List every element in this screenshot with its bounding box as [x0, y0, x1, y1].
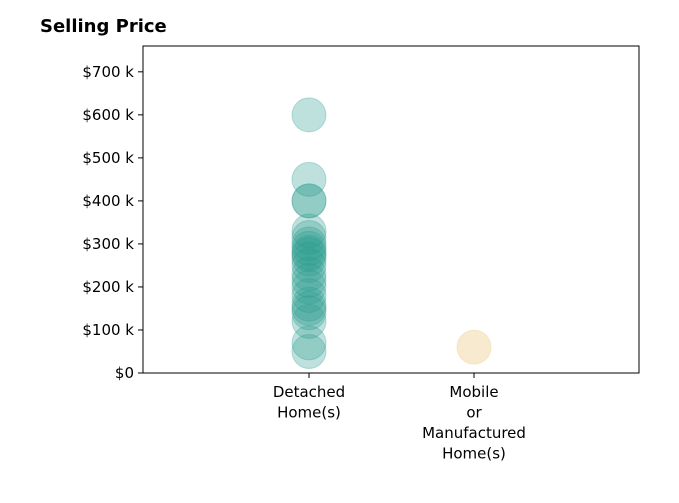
data-point [291, 241, 327, 277]
plot-frame [142, 45, 640, 374]
data-point [291, 183, 327, 219]
data-point [291, 290, 327, 326]
data-point [291, 161, 327, 197]
data-point [291, 235, 327, 271]
data-point [291, 333, 327, 369]
x-tick-label: Detached Home(s) [273, 383, 345, 422]
y-tick-label: $300 k [82, 235, 134, 253]
y-tick-label: $600 k [82, 106, 134, 124]
data-point [456, 329, 492, 365]
data-point [291, 219, 327, 255]
points-layer [291, 97, 492, 369]
data-point [291, 237, 327, 273]
x-axis: Detached Home(s) Mobile or Manufactured Home(… [273, 373, 526, 463]
data-point [291, 230, 327, 266]
x-tick-label: Mobile or Manufactured Home(s) [422, 383, 526, 463]
data-point [291, 256, 327, 292]
y-axis: $0 $100 k $200 k $300 k $400 k $500 k $600 k $7… [82, 63, 143, 382]
data-point [291, 183, 327, 219]
data-point [291, 262, 327, 298]
data-point [291, 295, 327, 331]
y-tick-label: $100 k [82, 321, 134, 339]
y-tick-label: $700 k [82, 63, 134, 81]
data-point [291, 286, 327, 322]
y-tick-label: $0 [115, 364, 134, 382]
data-point [291, 247, 327, 283]
data-point [291, 278, 327, 314]
data-point [291, 269, 327, 305]
data-point [291, 97, 327, 133]
data-point [291, 303, 327, 339]
data-point [291, 226, 327, 262]
y-tick-label: $200 k [82, 278, 134, 296]
chart-title: Selling Price [40, 16, 167, 37]
y-tick-label: $400 k [82, 192, 134, 210]
data-point [291, 325, 327, 361]
data-point [291, 213, 327, 249]
y-tick-label: $500 k [82, 149, 134, 167]
